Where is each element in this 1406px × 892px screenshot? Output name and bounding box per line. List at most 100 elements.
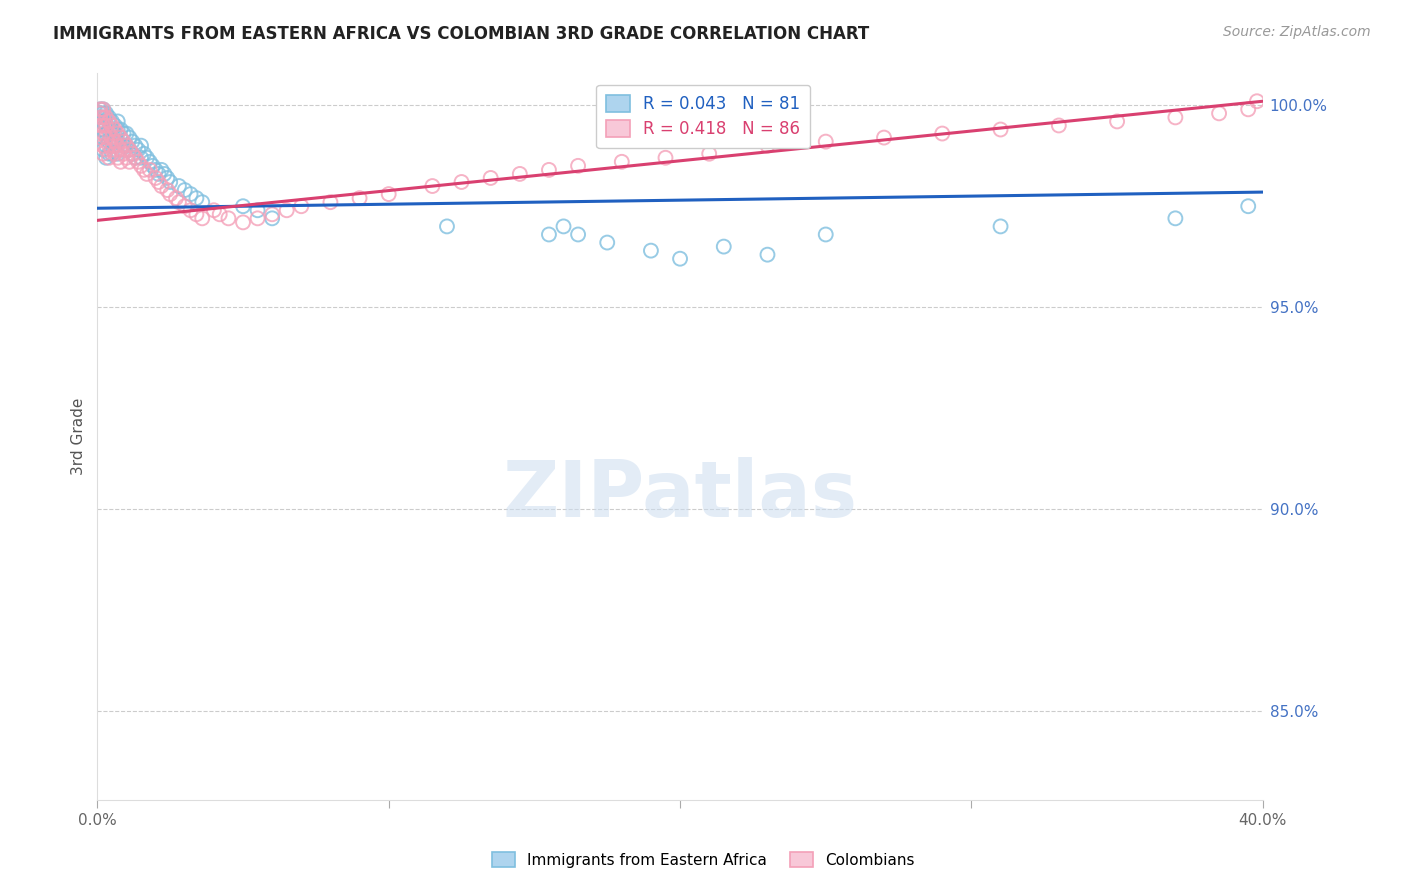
Point xyxy=(101,146,124,161)
Point xyxy=(132,162,155,177)
Text: Source: ZipAtlas.com: Source: ZipAtlas.com xyxy=(1223,25,1371,39)
Point xyxy=(814,227,837,242)
Point xyxy=(290,199,312,213)
Point xyxy=(124,151,146,165)
Point xyxy=(202,203,225,218)
Y-axis label: 3rd Grade: 3rd Grade xyxy=(72,398,86,475)
Point xyxy=(640,244,662,258)
Point xyxy=(208,207,231,221)
Legend: Immigrants from Eastern Africa, Colombians: Immigrants from Eastern Africa, Colombia… xyxy=(485,846,921,873)
Point xyxy=(127,143,149,157)
Point xyxy=(91,103,114,117)
Point xyxy=(180,203,202,218)
Point xyxy=(98,146,121,161)
Point xyxy=(148,167,170,181)
Point xyxy=(94,127,117,141)
Point xyxy=(98,127,121,141)
Point xyxy=(98,122,121,136)
Point xyxy=(91,146,114,161)
Point xyxy=(101,130,124,145)
Point xyxy=(107,122,129,136)
Point xyxy=(110,122,132,136)
Point xyxy=(91,106,114,120)
Point xyxy=(232,199,254,213)
Point xyxy=(91,143,114,157)
Point xyxy=(91,130,114,145)
Point xyxy=(153,167,176,181)
Point xyxy=(173,183,195,197)
Point xyxy=(94,119,117,133)
Point xyxy=(814,135,837,149)
Point xyxy=(121,146,143,161)
Point xyxy=(104,127,127,141)
Point xyxy=(101,135,124,149)
Point xyxy=(107,138,129,153)
Point xyxy=(1107,114,1129,128)
Point xyxy=(91,103,114,117)
Point xyxy=(107,127,129,141)
Point xyxy=(537,227,560,242)
Point xyxy=(697,146,720,161)
Point xyxy=(127,154,149,169)
Point xyxy=(246,211,269,226)
Point xyxy=(150,162,173,177)
Point xyxy=(139,154,162,169)
Point xyxy=(262,207,284,221)
Point xyxy=(115,151,138,165)
Point xyxy=(107,151,129,165)
Point xyxy=(610,154,633,169)
Point xyxy=(167,179,190,194)
Point xyxy=(89,111,111,125)
Point xyxy=(1237,199,1260,213)
Point xyxy=(165,191,187,205)
Point xyxy=(98,114,121,128)
Point xyxy=(756,248,779,262)
Point xyxy=(145,162,167,177)
Point xyxy=(145,171,167,186)
Point xyxy=(167,195,190,210)
Point xyxy=(118,130,141,145)
Point xyxy=(246,203,269,218)
Point xyxy=(129,138,152,153)
Point xyxy=(319,195,342,210)
Point xyxy=(91,111,114,125)
Point xyxy=(107,146,129,161)
Point xyxy=(104,119,127,133)
Point xyxy=(91,138,114,153)
Point xyxy=(1164,211,1187,226)
Point xyxy=(1237,103,1260,117)
Point xyxy=(262,211,284,226)
Point xyxy=(104,122,127,136)
Point xyxy=(112,127,135,141)
Point xyxy=(156,171,179,186)
Point xyxy=(98,151,121,165)
Point xyxy=(110,154,132,169)
Point xyxy=(110,143,132,157)
Point xyxy=(129,151,152,165)
Point xyxy=(94,119,117,133)
Point xyxy=(159,187,181,202)
Point xyxy=(101,119,124,133)
Point xyxy=(94,106,117,120)
Point xyxy=(118,143,141,157)
Point xyxy=(104,146,127,161)
Point xyxy=(89,111,111,125)
Point xyxy=(450,175,472,189)
Point xyxy=(713,239,735,253)
Point xyxy=(115,138,138,153)
Point xyxy=(91,122,114,136)
Point xyxy=(422,179,444,194)
Point xyxy=(94,111,117,125)
Point xyxy=(107,114,129,128)
Point xyxy=(509,167,531,181)
Point xyxy=(349,191,371,205)
Point xyxy=(135,167,157,181)
Text: ZIPatlas: ZIPatlas xyxy=(502,457,858,533)
Point xyxy=(110,143,132,157)
Point xyxy=(654,151,676,165)
Point xyxy=(669,252,692,266)
Point xyxy=(990,122,1012,136)
Point xyxy=(91,111,114,125)
Point xyxy=(1246,95,1268,109)
Point xyxy=(1047,119,1070,133)
